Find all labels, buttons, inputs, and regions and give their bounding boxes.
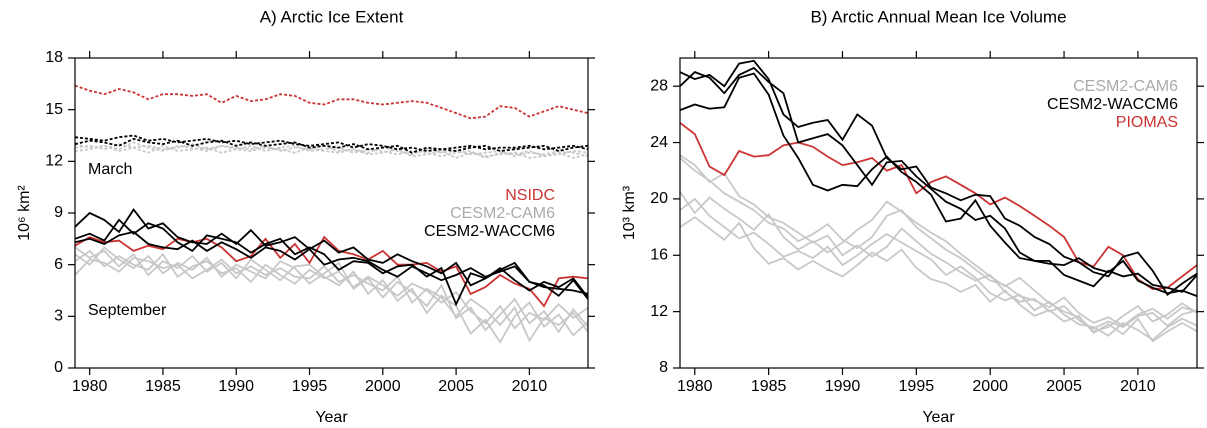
legend-entry: CESM2-CAM6 [450, 205, 555, 222]
data-line [74, 246, 589, 344]
data-line [74, 137, 589, 154]
x-tick-label: 1980 [72, 378, 108, 395]
x-axis-label: Year [922, 409, 955, 426]
data-line [679, 59, 1198, 297]
x-tick-label: 1985 [751, 378, 787, 395]
y-tick-label: 12 [650, 303, 668, 320]
legend-entry: CESM2-WACCM6 [1047, 96, 1178, 113]
data-line [74, 141, 589, 159]
x-tick-label: 1995 [292, 378, 328, 395]
y-tick-label: 28 [650, 77, 668, 94]
y-tick-label: 0 [54, 359, 63, 376]
x-tick-label: 2000 [365, 378, 401, 395]
data-line [74, 143, 589, 158]
x-tick-label: 1990 [218, 378, 254, 395]
y-tick-label: 6 [54, 256, 63, 273]
plot-frame [74, 57, 589, 369]
y-tick-label: 8 [659, 359, 668, 376]
x-tick-label: 1980 [677, 378, 713, 395]
legend-entry: CESM2-CAM6 [1073, 78, 1178, 95]
legend-entry: PIOMAS [1116, 114, 1178, 131]
y-tick-label: 9 [54, 204, 63, 221]
x-tick-label: 1990 [825, 378, 861, 395]
x-axis-label: Year [315, 409, 348, 426]
data-line [679, 197, 1198, 341]
x-tick-label: 1995 [899, 378, 935, 395]
data-line [679, 122, 1198, 291]
x-tick-label: 2005 [438, 378, 474, 395]
chart-title: A) Arctic Ice Extent [260, 7, 404, 26]
y-tick-label: 24 [650, 134, 668, 151]
x-tick-label: 2010 [1120, 378, 1156, 395]
y-axis-label: 10³ km³ [621, 185, 638, 240]
data-line [679, 72, 1198, 293]
data-line [74, 230, 589, 295]
data-line [74, 256, 589, 343]
y-tick-label: 15 [45, 101, 63, 118]
y-tick-label: 18 [45, 49, 63, 66]
legend-entry: CESM2-WACCM6 [424, 223, 555, 240]
x-tick-label: 2010 [512, 378, 548, 395]
legend-entry: NSIDC [505, 187, 555, 204]
y-tick-label: 3 [54, 308, 63, 325]
y-tick-label: 12 [45, 153, 63, 170]
data-line [679, 157, 1198, 327]
data-line [679, 154, 1198, 330]
plot-frame [679, 57, 1198, 369]
data-line [74, 144, 589, 159]
annotation: March [88, 161, 132, 178]
data-line [679, 216, 1198, 343]
data-line [74, 208, 589, 300]
y-tick-label: 16 [650, 246, 668, 263]
data-line [74, 246, 589, 334]
y-axis-label: 10⁶ km² [16, 185, 33, 241]
y-tick-label: 20 [650, 190, 668, 207]
x-tick-label: 2005 [1046, 378, 1082, 395]
data-line [679, 66, 1198, 297]
data-line [74, 134, 589, 152]
data-line [74, 84, 589, 120]
x-tick-label: 2000 [972, 378, 1008, 395]
x-tick-label: 1985 [145, 378, 181, 395]
chart-title: B) Arctic Annual Mean Ice Volume [810, 7, 1066, 26]
annotation: September [88, 302, 167, 319]
data-line [74, 235, 589, 308]
